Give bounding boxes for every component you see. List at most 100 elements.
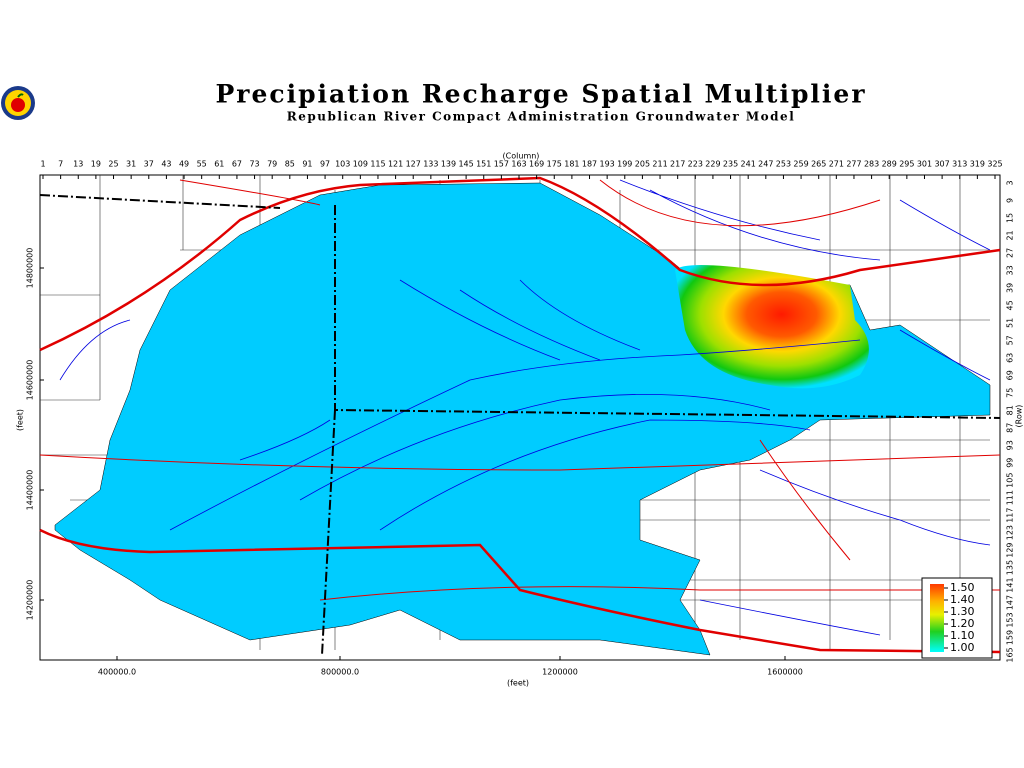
legend-colorbar bbox=[930, 584, 944, 652]
y-axis-label: (feet) bbox=[16, 409, 25, 431]
row-tick-label: 117 bbox=[1006, 508, 1015, 523]
column-tick-label: 253 bbox=[776, 160, 791, 169]
row-tick-label: 75 bbox=[1006, 388, 1015, 398]
row-tick-label: 39 bbox=[1006, 283, 1015, 293]
column-tick-label: 295 bbox=[899, 160, 914, 169]
row-tick-label: 105 bbox=[1006, 473, 1015, 488]
y-tick-label: 14600000 bbox=[26, 360, 35, 401]
column-tick-label: 289 bbox=[882, 160, 897, 169]
legend-label: 1.50 bbox=[950, 581, 975, 594]
row-tick-label: 63 bbox=[1006, 353, 1015, 363]
column-tick-label: 325 bbox=[987, 160, 1002, 169]
column-tick-label: 85 bbox=[285, 160, 295, 169]
column-tick-label: 205 bbox=[635, 160, 650, 169]
column-tick-label: 223 bbox=[688, 160, 703, 169]
row-tick-label: 111 bbox=[1006, 490, 1015, 505]
state-borders bbox=[39, 194, 1001, 656]
row-tick-label: 165 bbox=[1006, 647, 1015, 662]
row-tick-label: 81 bbox=[1006, 405, 1015, 415]
legend-label: 1.00 bbox=[950, 641, 975, 654]
column-tick-label: 61 bbox=[214, 160, 224, 169]
column-tick-label: 163 bbox=[511, 160, 526, 169]
row-tick-label: 21 bbox=[1006, 230, 1015, 240]
column-tick-label: 79 bbox=[267, 160, 277, 169]
row-tick-label: 135 bbox=[1006, 560, 1015, 575]
legend-label: 1.10 bbox=[950, 629, 975, 642]
y-tick-label: 14400000 bbox=[26, 470, 35, 511]
x-tick-label: 1600000 bbox=[767, 668, 803, 677]
y-tick-label: 14800000 bbox=[26, 248, 35, 289]
column-tick-label: 133 bbox=[423, 160, 438, 169]
row-tick-label: 153 bbox=[1006, 612, 1015, 627]
column-tick-label: 55 bbox=[197, 160, 207, 169]
column-tick-label: 97 bbox=[320, 160, 330, 169]
column-tick-label: 271 bbox=[829, 160, 844, 169]
column-tick-label: 217 bbox=[670, 160, 685, 169]
column-tick-label: 7 bbox=[58, 160, 63, 169]
row-axis-label: (Row) bbox=[1015, 405, 1024, 428]
row-tick-label: 99 bbox=[1006, 458, 1015, 468]
title: Precipiation Recharge Spatial Multiplier bbox=[215, 80, 866, 109]
map bbox=[39, 174, 1001, 661]
legend-label: 1.30 bbox=[950, 605, 975, 618]
row-tick-label: 123 bbox=[1006, 525, 1015, 540]
column-tick-label: 109 bbox=[353, 160, 368, 169]
column-tick-label: 1 bbox=[40, 160, 45, 169]
row-tick-label: 45 bbox=[1006, 300, 1015, 310]
column-tick-label: 283 bbox=[864, 160, 879, 169]
row-tick-label: 27 bbox=[1006, 248, 1015, 258]
column-tick-label: 91 bbox=[302, 160, 312, 169]
legend-label: 1.40 bbox=[950, 593, 975, 606]
x-tick-label: 400000.0 bbox=[98, 668, 136, 677]
column-tick-label: 73 bbox=[249, 160, 259, 169]
row-tick-label: 33 bbox=[1006, 265, 1015, 275]
x-axis-label: (feet) bbox=[507, 679, 529, 688]
row-tick-label: 159 bbox=[1006, 630, 1015, 645]
column-tick-label: 301 bbox=[917, 160, 932, 169]
rivers bbox=[59, 179, 991, 636]
column-tick-label: 319 bbox=[970, 160, 985, 169]
heat-zone bbox=[675, 265, 869, 389]
column-tick-label: 31 bbox=[126, 160, 136, 169]
column-tick-label: 121 bbox=[388, 160, 403, 169]
column-tick-label: 193 bbox=[600, 160, 615, 169]
column-axis-label: (Column) bbox=[503, 152, 540, 161]
column-tick-label: 139 bbox=[441, 160, 456, 169]
column-tick-label: 313 bbox=[952, 160, 967, 169]
column-tick-label: 277 bbox=[846, 160, 861, 169]
legend-label: 1.20 bbox=[950, 617, 975, 630]
row-tick-label: 147 bbox=[1006, 595, 1015, 610]
column-tick-label: 187 bbox=[582, 160, 597, 169]
column-tick-label: 145 bbox=[458, 160, 473, 169]
column-tick-label: 13 bbox=[73, 160, 83, 169]
column-tick-label: 211 bbox=[652, 160, 667, 169]
x-tick-label: 1200000 bbox=[542, 668, 578, 677]
column-tick-label: 265 bbox=[811, 160, 826, 169]
row-tick-label: 69 bbox=[1006, 370, 1015, 380]
row-tick-label: 15 bbox=[1006, 213, 1015, 223]
row-tick-label: 141 bbox=[1006, 577, 1015, 592]
column-tick-label: 247 bbox=[758, 160, 773, 169]
column-tick-label: 151 bbox=[476, 160, 491, 169]
column-tick-label: 181 bbox=[564, 160, 579, 169]
row-tick-label: 93 bbox=[1006, 440, 1015, 450]
row-tick-label: 9 bbox=[1006, 198, 1015, 203]
x-tick-label: 800000.0 bbox=[321, 668, 359, 677]
column-tick-label: 259 bbox=[793, 160, 808, 169]
column-tick-label: 67 bbox=[232, 160, 242, 169]
row-tick-label: 51 bbox=[1006, 318, 1015, 328]
column-tick-label: 199 bbox=[617, 160, 632, 169]
row-tick-label: 57 bbox=[1006, 335, 1015, 345]
subtitle: Republican River Compact Administration … bbox=[287, 110, 796, 124]
column-tick-label: 175 bbox=[547, 160, 562, 169]
row-tick-label: 87 bbox=[1006, 423, 1015, 433]
y-tick-label: 14200000 bbox=[26, 580, 35, 621]
column-tick-label: 115 bbox=[370, 160, 385, 169]
column-tick-label: 19 bbox=[91, 160, 101, 169]
column-tick-label: 307 bbox=[934, 160, 949, 169]
column-tick-label: 37 bbox=[144, 160, 154, 169]
column-tick-label: 157 bbox=[494, 160, 509, 169]
column-tick-label: 229 bbox=[705, 160, 720, 169]
column-tick-label: 103 bbox=[335, 160, 350, 169]
